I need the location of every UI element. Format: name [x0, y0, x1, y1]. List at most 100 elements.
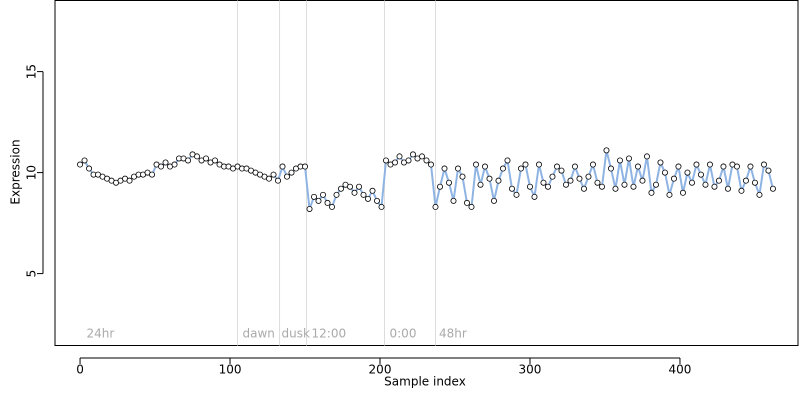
data-point — [612, 185, 619, 192]
data-point — [266, 175, 273, 182]
data-point — [405, 157, 412, 164]
data-point — [356, 183, 363, 190]
data-point — [149, 171, 156, 178]
data-point — [486, 175, 493, 182]
annotation: dusk — [282, 327, 310, 341]
x-tick-label: 300 — [519, 363, 542, 377]
data-point — [427, 161, 434, 168]
data-point — [517, 165, 524, 172]
data-point — [697, 171, 704, 178]
data-point — [306, 205, 313, 212]
data-point — [396, 153, 403, 160]
data-point — [347, 183, 354, 190]
data-point — [526, 183, 533, 190]
y-tick-label: 15 — [25, 64, 39, 79]
data-point — [760, 161, 767, 168]
data-point — [715, 177, 722, 184]
y-tick-label: 5 — [25, 270, 39, 278]
data-point — [436, 183, 443, 190]
data-point — [392, 159, 399, 166]
data-point — [670, 175, 677, 182]
data-point — [639, 177, 646, 184]
data-point — [481, 163, 488, 170]
data-point — [684, 169, 691, 176]
data-point — [535, 161, 542, 168]
data-point — [445, 179, 452, 186]
data-point — [450, 197, 457, 204]
data-point — [621, 181, 628, 188]
data-point — [419, 153, 426, 160]
data-point — [126, 177, 133, 184]
data-point — [302, 163, 309, 170]
data-point — [594, 179, 601, 186]
x-tick-label: 100 — [219, 363, 242, 377]
data-point — [630, 183, 637, 190]
data-point — [679, 189, 686, 196]
data-point — [338, 185, 345, 192]
data-point — [522, 161, 529, 168]
data-point — [616, 157, 623, 164]
data-point — [203, 155, 210, 162]
x-tick-label: 200 — [369, 363, 392, 377]
data-point — [720, 163, 727, 170]
data-point — [499, 165, 506, 172]
data-point — [769, 185, 776, 192]
data-point — [383, 157, 390, 164]
data-point — [311, 193, 318, 200]
data-point — [693, 161, 700, 168]
data-point — [477, 181, 484, 188]
data-point — [275, 177, 282, 184]
data-point — [410, 151, 417, 158]
data-point — [81, 157, 88, 164]
data-point — [702, 181, 709, 188]
data-point — [675, 163, 682, 170]
data-point — [504, 157, 511, 164]
data-point — [270, 171, 277, 178]
data-point — [490, 197, 497, 204]
data-point — [86, 165, 93, 172]
data-point — [360, 191, 367, 198]
data-point — [508, 185, 515, 192]
data-point — [625, 155, 632, 162]
data-point — [765, 167, 772, 174]
data-point — [472, 161, 479, 168]
data-point — [185, 157, 192, 164]
data-point — [756, 191, 763, 198]
data-point — [585, 173, 592, 180]
data-point — [320, 191, 327, 198]
data-point — [562, 181, 569, 188]
data-point — [212, 157, 219, 164]
data-point — [158, 163, 165, 170]
data-point — [567, 177, 574, 184]
data-point — [324, 199, 331, 206]
data-point — [288, 169, 295, 176]
data-point — [378, 203, 385, 210]
data-point — [540, 179, 547, 186]
data-point — [549, 173, 556, 180]
data-point — [495, 177, 502, 184]
data-point — [468, 203, 475, 210]
data-point — [643, 153, 650, 160]
data-point — [571, 163, 578, 170]
data-point — [603, 147, 610, 154]
data-point — [194, 153, 201, 160]
data-point — [724, 185, 731, 192]
data-point — [284, 173, 291, 180]
plot-frame — [54, 0, 799, 346]
data-point — [553, 163, 560, 170]
data-point — [657, 159, 664, 166]
data-point — [733, 163, 740, 170]
data-point — [544, 183, 551, 190]
data-point — [747, 163, 754, 170]
data-point — [648, 189, 655, 196]
data-point — [531, 193, 538, 200]
y-axis-label: Expression — [9, 139, 23, 204]
data-point — [589, 161, 596, 168]
data-point — [580, 185, 587, 192]
data-point — [634, 163, 641, 170]
data-point — [607, 165, 614, 172]
y-tick-label: 10 — [25, 165, 39, 180]
data-point — [742, 177, 749, 184]
data-point — [423, 157, 430, 164]
